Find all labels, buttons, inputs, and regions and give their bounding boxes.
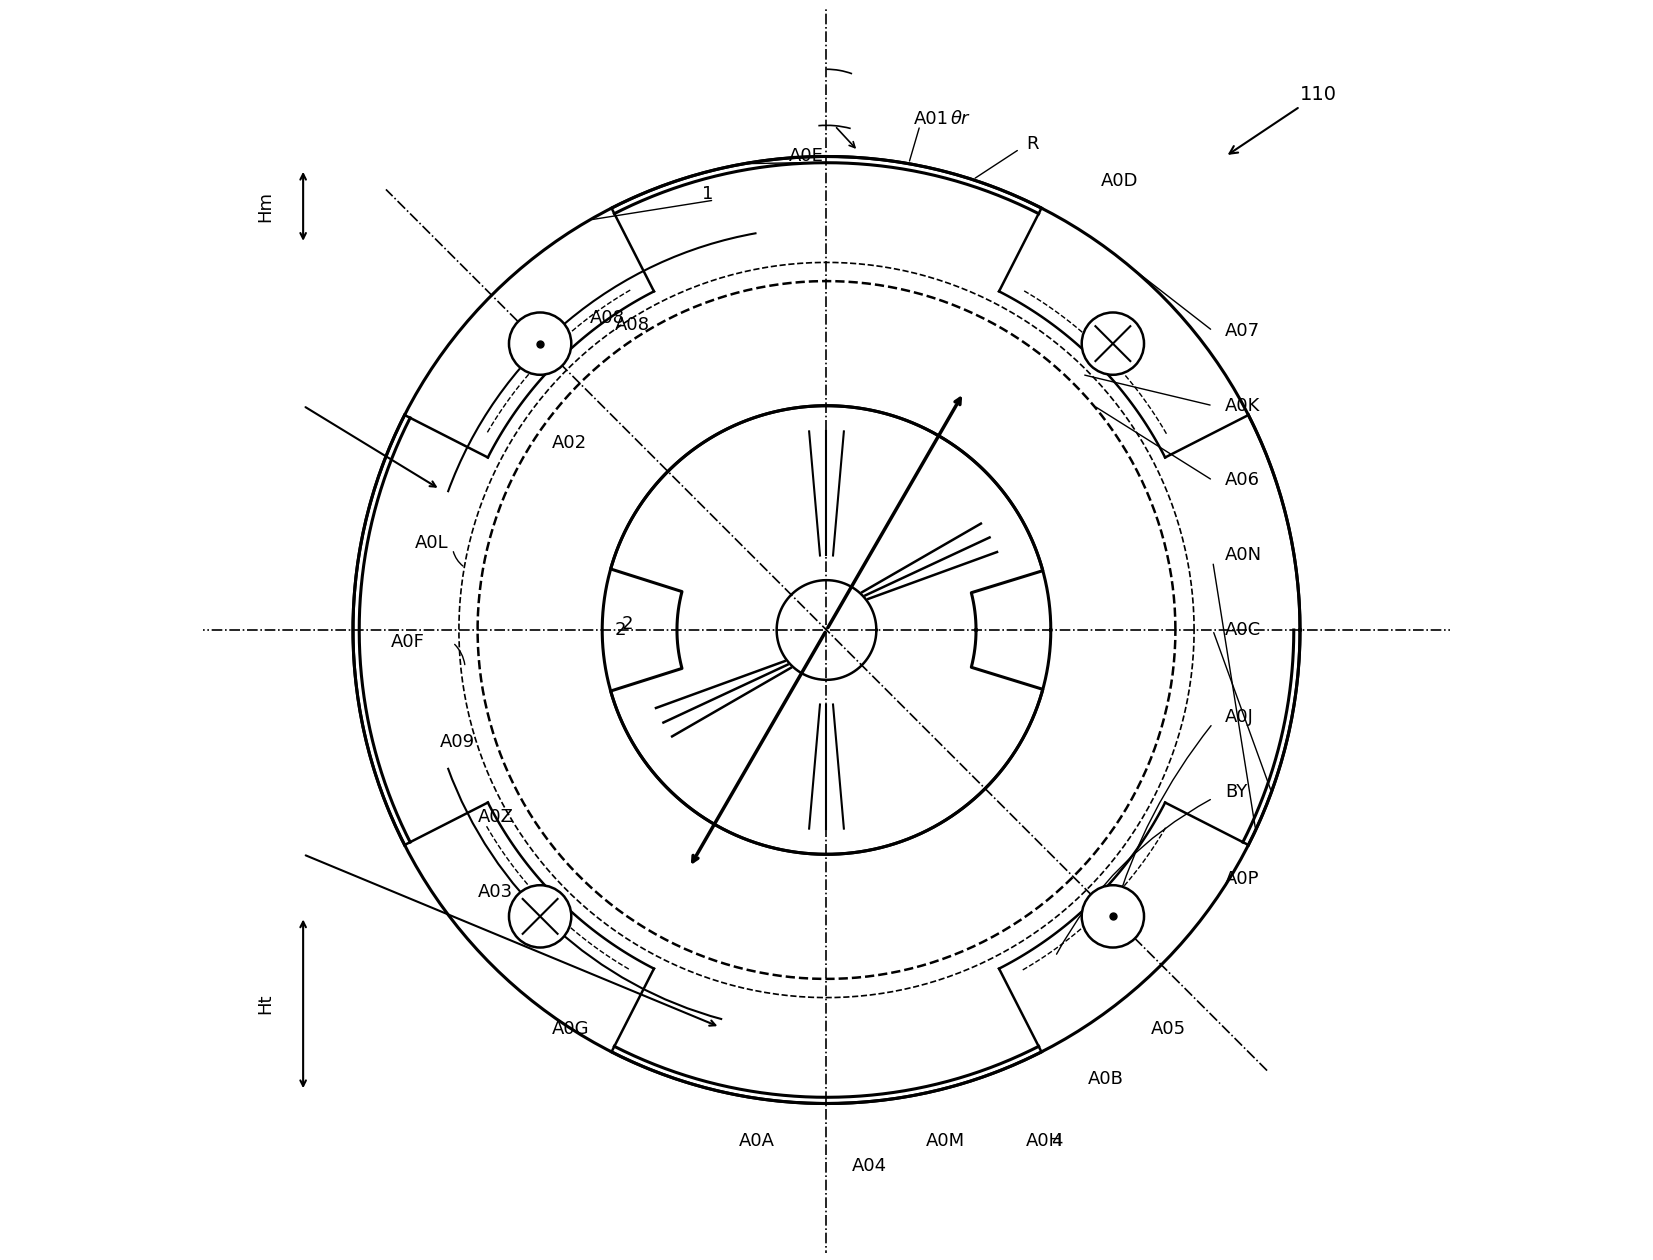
Text: A07: A07 bbox=[1225, 323, 1260, 340]
Text: A0K: A0K bbox=[1225, 397, 1261, 415]
Text: A09: A09 bbox=[440, 733, 476, 751]
Text: A0M: A0M bbox=[926, 1131, 965, 1150]
Text: A0F: A0F bbox=[390, 634, 425, 651]
Text: Ht: Ht bbox=[256, 994, 274, 1014]
Text: Hm: Hm bbox=[256, 190, 274, 222]
Text: A08: A08 bbox=[590, 310, 625, 328]
Text: BY: BY bbox=[1225, 782, 1248, 801]
Text: A08: A08 bbox=[615, 316, 650, 334]
Text: A02: A02 bbox=[552, 435, 587, 452]
Text: θr: θr bbox=[950, 110, 970, 129]
Text: 4: 4 bbox=[1051, 1131, 1063, 1150]
Text: R: R bbox=[1027, 135, 1038, 152]
Circle shape bbox=[1081, 312, 1144, 374]
Text: A0D: A0D bbox=[1101, 173, 1139, 190]
Text: 1: 1 bbox=[703, 185, 712, 203]
Text: A05: A05 bbox=[1150, 1019, 1185, 1038]
Text: A03: A03 bbox=[478, 883, 512, 901]
Text: A0G: A0G bbox=[552, 1019, 590, 1038]
Text: 2: 2 bbox=[622, 615, 633, 633]
Text: A0A: A0A bbox=[739, 1131, 775, 1150]
Text: A0H: A0H bbox=[1027, 1131, 1063, 1150]
Text: A0L: A0L bbox=[415, 534, 450, 552]
Text: 110: 110 bbox=[1230, 84, 1337, 154]
Circle shape bbox=[509, 886, 572, 948]
Text: A01: A01 bbox=[914, 110, 949, 129]
Circle shape bbox=[509, 312, 572, 374]
Text: A0J: A0J bbox=[1225, 708, 1255, 726]
Text: 2: 2 bbox=[615, 621, 626, 639]
Text: A04: A04 bbox=[851, 1157, 886, 1174]
Text: A0E: A0E bbox=[788, 147, 823, 165]
Text: A0B: A0B bbox=[1088, 1070, 1124, 1087]
Text: A0Z: A0Z bbox=[478, 808, 514, 825]
Circle shape bbox=[1081, 886, 1144, 948]
Text: A06: A06 bbox=[1225, 471, 1260, 489]
Text: A0N: A0N bbox=[1225, 547, 1263, 564]
Text: A0P: A0P bbox=[1225, 871, 1260, 888]
Text: A0C: A0C bbox=[1225, 621, 1261, 639]
